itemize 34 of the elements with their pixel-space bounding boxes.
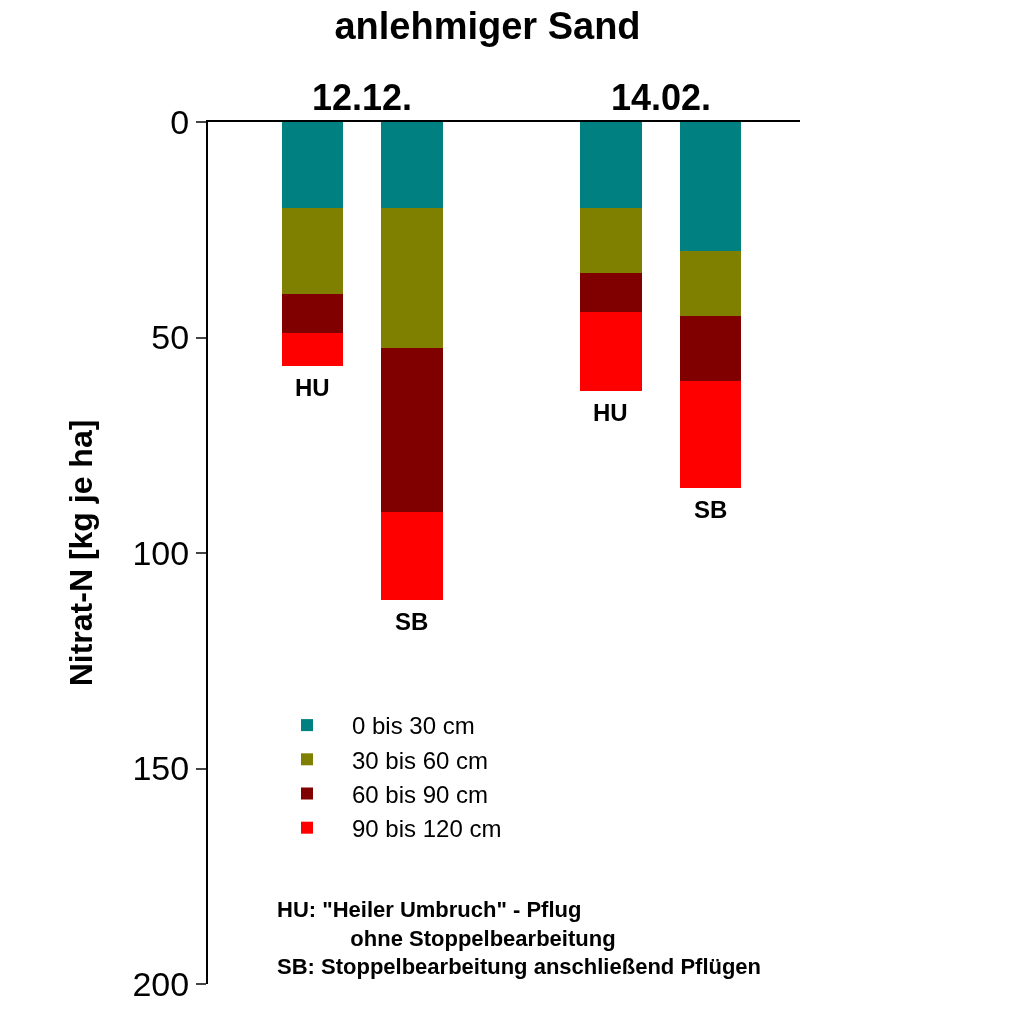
y-tick-label: 0 <box>170 102 190 141</box>
bar <box>580 311 642 392</box>
bar <box>580 208 642 273</box>
legend-label: 0 bis 30 cm <box>352 712 475 740</box>
legend-label: 30 bis 60 cm <box>352 746 489 774</box>
annotation: HU <box>593 399 628 426</box>
bar <box>381 208 443 349</box>
y-tick-label: 150 <box>132 749 190 788</box>
y-tick-label: 200 <box>132 964 190 1003</box>
legend-label: 90 bis 120 cm <box>352 815 502 843</box>
annotation: SB <box>395 608 429 635</box>
bar <box>679 315 742 381</box>
y-tick-label: 50 <box>151 318 190 357</box>
annotation: HU <box>295 374 330 401</box>
legend-label: 60 bis 90 cm <box>352 780 489 808</box>
bar <box>679 380 742 489</box>
bar <box>381 122 443 209</box>
bar <box>281 208 344 295</box>
bar <box>281 333 344 366</box>
annotation: HU: "Heiler Umbruch" - Pflug ohne Stoppelbearbeitung SB: Stoppelbearbeitung anschließend Pflügen <box>277 897 762 980</box>
bar <box>679 122 742 252</box>
bar <box>381 512 443 601</box>
bar <box>281 122 344 209</box>
annotation: SB <box>694 496 728 523</box>
bar <box>580 122 642 209</box>
bar <box>281 294 344 334</box>
text: 12.12. <box>312 77 413 118</box>
bar <box>679 251 742 316</box>
chart-title: anlehmiger Sand <box>334 4 641 47</box>
bar <box>381 348 443 513</box>
y-axis-title: Nitrat-N [kg je ha] <box>63 419 100 687</box>
bar <box>580 272 642 312</box>
y-tick-label: 100 <box>132 533 190 572</box>
text: 14.02. <box>611 77 712 118</box>
